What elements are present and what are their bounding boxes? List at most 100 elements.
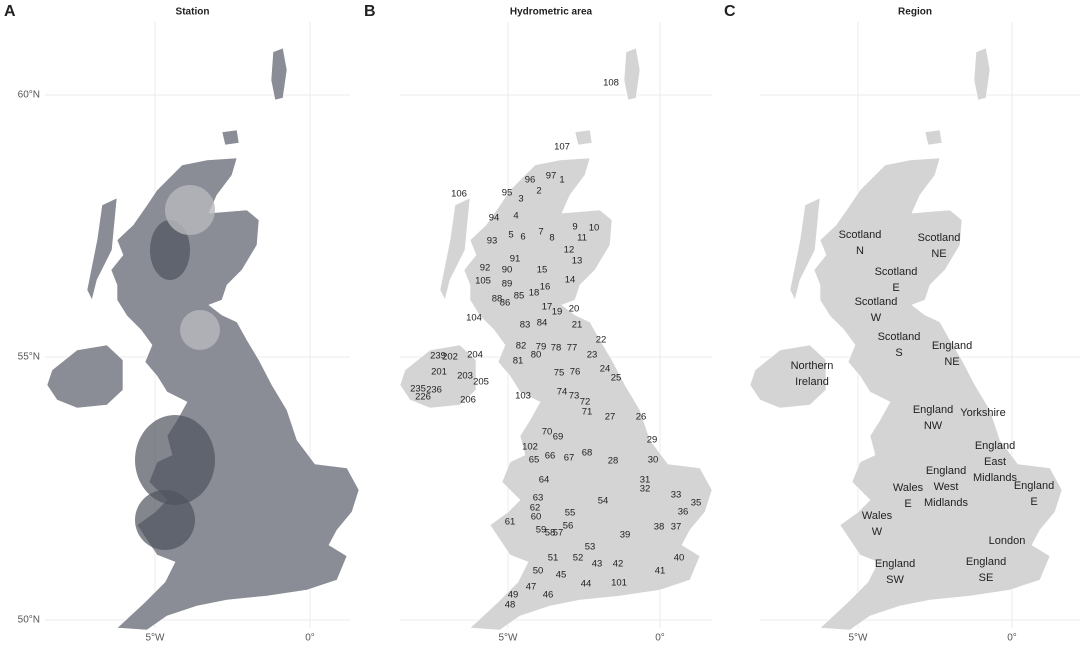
landmass [623,47,641,101]
region-label: Ireland [795,376,829,388]
area-label: 70 [542,427,553,438]
area-label: 92 [480,263,491,274]
area-label: 204 [467,350,483,361]
area-label: 55 [565,508,576,519]
area-label: 2 [536,186,541,197]
area-label: 59 [536,525,547,536]
area-label: 105 [475,276,491,287]
region-label: England [932,340,972,352]
area-label: 42 [613,559,624,570]
region-label: England [926,465,966,477]
area-label: 57 [553,528,564,539]
area-label: 1 [559,175,564,186]
area-label: 61 [505,517,516,528]
lon-label: 5°W [146,633,166,644]
area-label: 49 [508,590,519,601]
area-label: 30 [648,455,659,466]
area-label: 103 [515,391,531,402]
area-label: 63 [533,493,544,504]
area-label: 13 [572,256,583,267]
area-label: 71 [582,407,593,418]
area-label: 53 [585,542,596,553]
area-label: 76 [570,367,581,378]
area-label: 31 [640,475,651,486]
area-label: 19 [552,307,563,318]
region-label: NE [931,248,946,260]
region-label: Midlands [973,472,1018,484]
landmass [110,157,360,631]
panel-title: Station [176,7,210,18]
area-label: 23 [587,350,598,361]
catchment-cluster [180,310,220,350]
area-label: 18 [529,288,540,299]
region-label: SW [886,574,904,586]
region-label: E [892,282,899,294]
area-label: 82 [516,341,527,352]
area-label: 7 [538,227,543,238]
landmass [86,197,118,301]
region-label: W [872,526,883,538]
lon-label: 5°W [499,633,519,644]
area-label: 37 [671,522,682,533]
area-label: 78 [551,343,562,354]
area-label: 91 [510,254,521,265]
area-label: 226 [415,392,431,403]
area-label: 235 [410,384,426,395]
area-label: 239 [430,351,446,362]
area-label: 50 [533,566,544,577]
area-label: 35 [691,498,702,509]
region-label: Wales [862,510,893,522]
area-label: 79 [536,342,547,353]
lat-label: 50°N [18,615,40,626]
region-label: N [856,245,864,257]
area-label: 54 [598,496,609,507]
area-label: 102 [522,442,538,453]
region-label: S [895,347,902,359]
area-label: 51 [548,553,559,564]
landmass [574,129,593,146]
region-label: Northern [791,360,834,372]
panel-letter: C [724,3,736,20]
landmass [399,344,477,409]
area-label: 47 [526,582,537,593]
area-label: 25 [611,373,622,384]
area-label: 12 [564,245,575,256]
area-label: 15 [537,265,548,276]
region-label: England [1014,480,1054,492]
area-label: 104 [466,313,482,324]
area-label: 201 [431,367,447,378]
region-label: London [989,535,1026,547]
landmass [789,197,821,301]
area-label: 77 [567,343,578,354]
region-label: England [975,440,1015,452]
region-label: England [875,558,915,570]
landmass [463,157,713,631]
area-label: 203 [457,371,473,382]
area-label: 81 [513,356,524,367]
lat-label: 55°N [18,352,40,363]
panel-letter: A [4,3,16,20]
area-label: 64 [539,475,550,486]
area-label: 44 [581,579,592,590]
area-label: 32 [640,484,651,495]
area-label: 58 [545,528,556,539]
area-label: 3 [518,194,523,205]
area-label: 5 [508,230,513,241]
area-label: 46 [543,590,554,601]
area-label: 24 [600,364,611,375]
area-label: 83 [520,320,531,331]
lon-label: 5°W [849,633,869,644]
area-label: 75 [554,368,565,379]
area-label: 29 [647,435,658,446]
region-label: E [904,498,911,510]
region-label: E [1030,496,1037,508]
area-label: 62 [530,503,541,514]
area-label: 56 [563,521,574,532]
area-label: 101 [611,578,627,589]
lat-label: 60°N [18,90,40,101]
area-label: 74 [557,387,568,398]
region-label: England [913,404,953,416]
region-label: Scotland [875,266,918,278]
region-label: Scotland [918,232,961,244]
area-label: 107 [554,142,570,153]
